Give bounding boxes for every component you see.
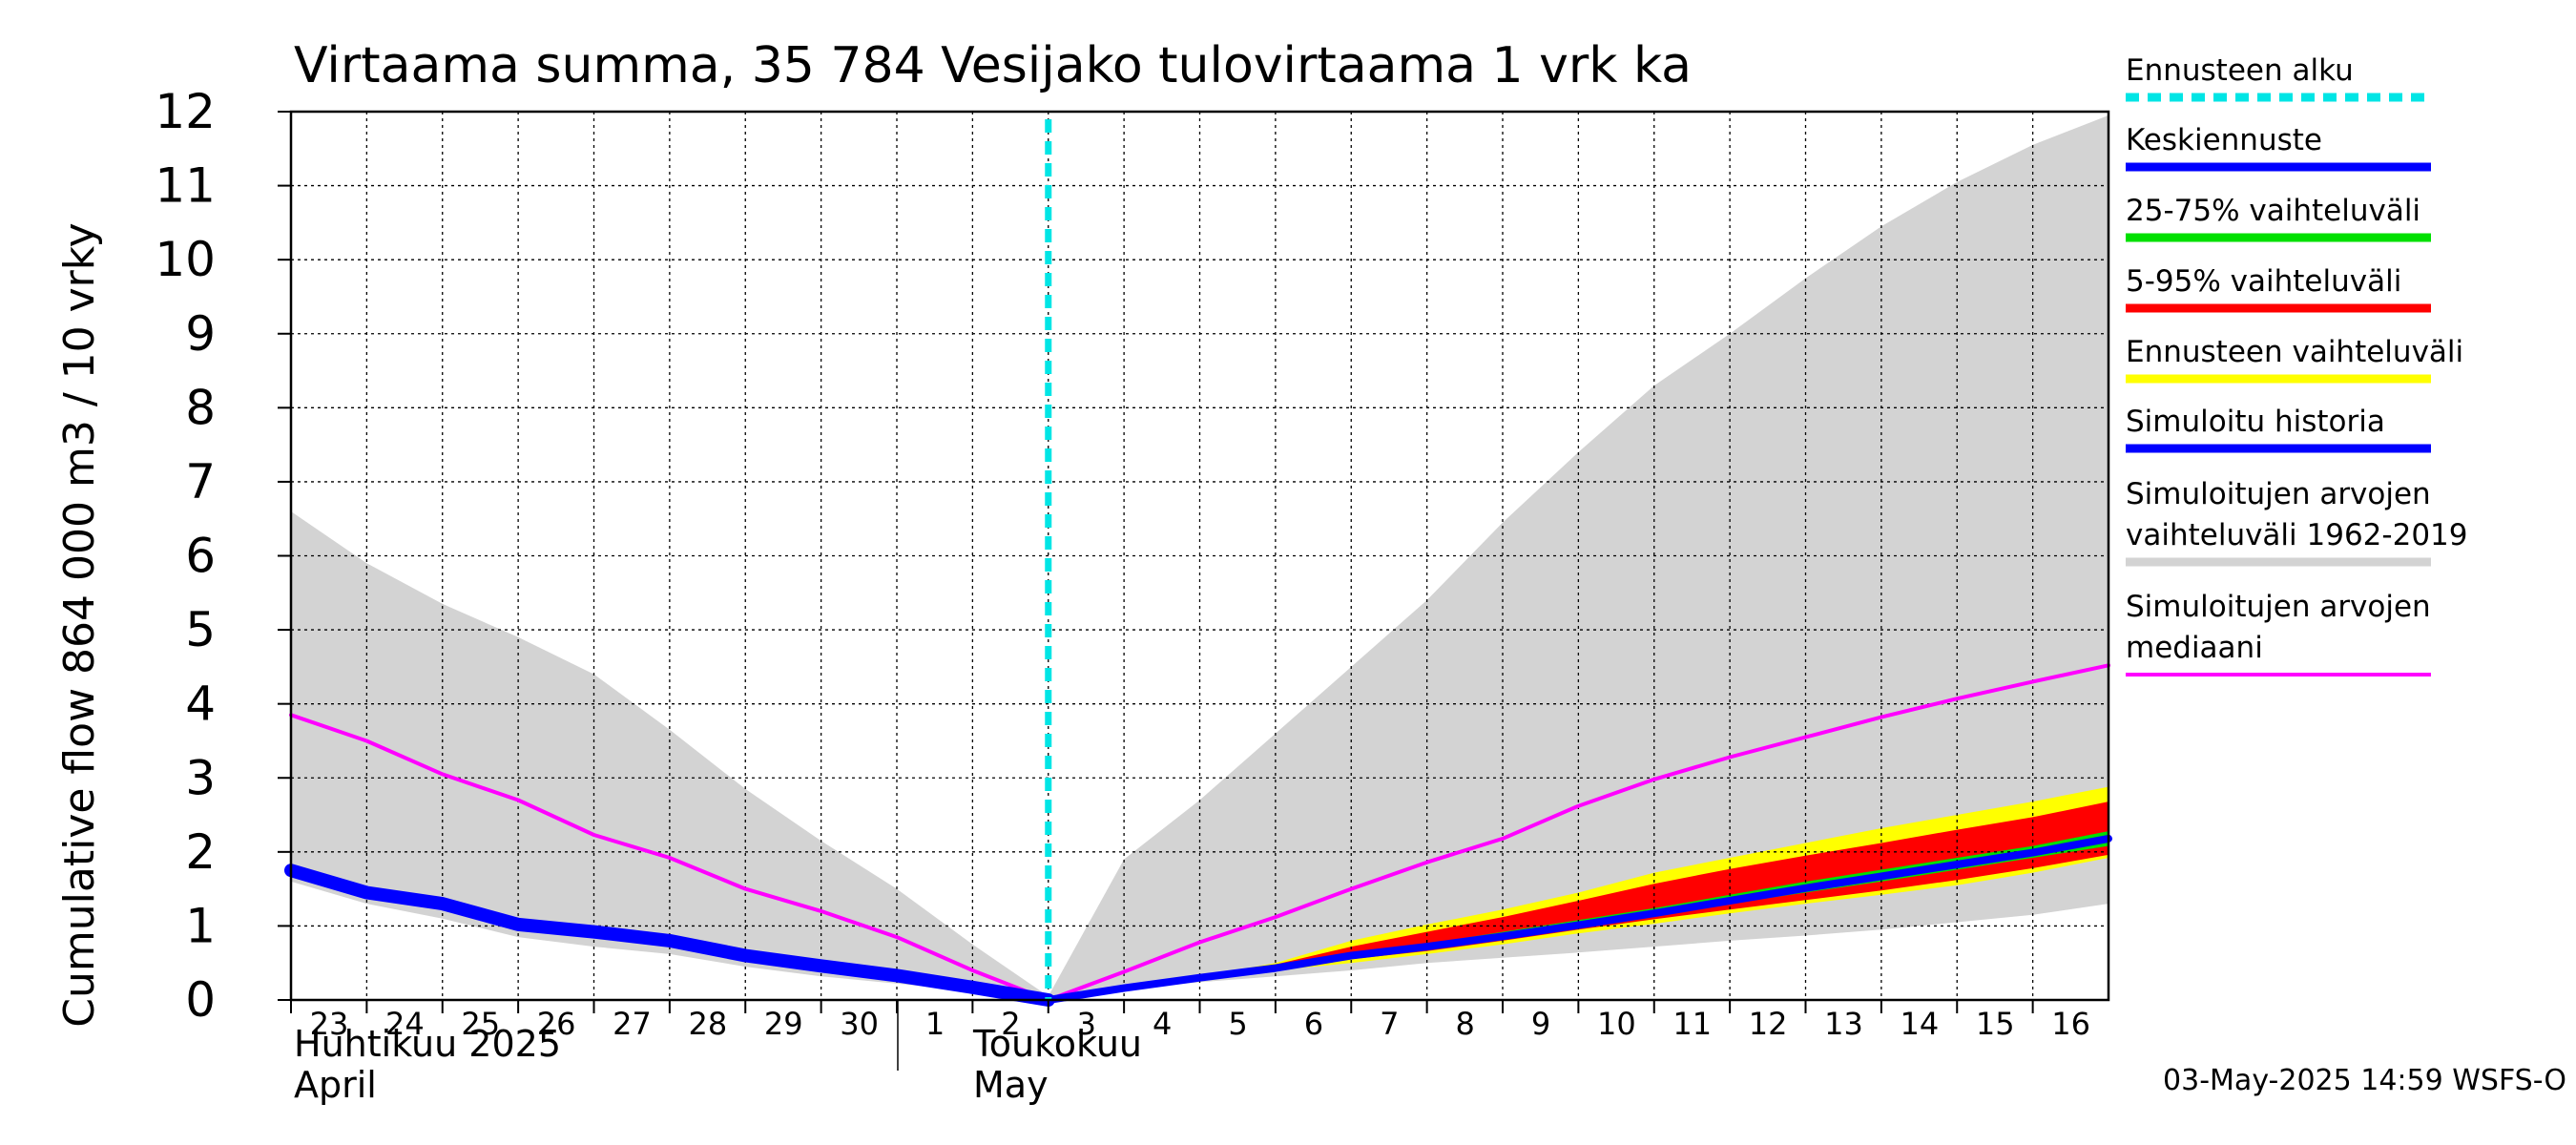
x-tick-label: 7 — [1380, 1006, 1399, 1042]
legend-label: Simuloitujen arvojen — [2126, 477, 2431, 511]
legend: Ennusteen alku Keskiennuste 25-75% vaihtel… — [2126, 53, 2467, 677]
legend-label: Simuloitujen arvojen — [2126, 590, 2431, 624]
x-tick-label: 5 — [1228, 1006, 1247, 1042]
x-tick-label: 30 — [840, 1006, 879, 1042]
series-simuloitu-historia — [284, 864, 1055, 1007]
month-label-english: May — [973, 1064, 1049, 1106]
y-tick-label: 9 — [185, 306, 216, 362]
x-tick-label: 10 — [1597, 1006, 1636, 1042]
x-tick-label: 2 — [1001, 1006, 1020, 1042]
plot-lines — [284, 119, 2112, 1007]
x-tick-label: 3 — [1077, 1006, 1096, 1042]
x-tick-label: 1 — [925, 1006, 945, 1042]
x-tick-label: 16 — [2051, 1006, 2090, 1042]
y-tick-label: 11 — [155, 158, 216, 214]
legend-label: Simuloitu historia — [2126, 405, 2385, 439]
y-axis-label: Cumulative flow 864 000 m3 / 10 vrky — [55, 222, 104, 1027]
y-tick-label: 6 — [185, 529, 216, 584]
x-tick-label: 9 — [1531, 1006, 1550, 1042]
chart-title: Virtaama summa, 35 784 Vesijako tulovirt… — [294, 37, 1692, 94]
x-tick-label: 11 — [1672, 1006, 1712, 1042]
x-tick-label: 13 — [1824, 1006, 1863, 1042]
legend-label: Keskiennuste — [2126, 123, 2322, 157]
x-tick-label: 12 — [1749, 1006, 1788, 1042]
y-tick-label: 7 — [185, 454, 216, 510]
x-tick-label: 24 — [385, 1006, 425, 1042]
x-tick-label: 14 — [1901, 1006, 1940, 1042]
x-tick-label: 27 — [613, 1006, 652, 1042]
legend-label: 25-75% vaihteluväli — [2126, 194, 2420, 228]
legend-label: Ennusteen alku — [2126, 53, 2354, 88]
series-keskiennuste — [1044, 834, 2112, 1004]
x-tick-label: 28 — [689, 1006, 728, 1042]
x-tick-label: 15 — [1976, 1006, 2015, 1042]
y-tick-label: 0 — [185, 972, 216, 1028]
month-label-english: April — [294, 1064, 377, 1106]
y-tick-label: 1 — [185, 898, 216, 953]
x-tick-label: 29 — [764, 1006, 803, 1042]
legend-label: 5-95% vaihteluväli — [2126, 264, 2401, 299]
x-axis-ticks: 23 24 25 26 27 28 29 30 1 2 3 4 5 6 7 8 9 10 11 12 13 14 15 16 — [290, 1000, 2090, 1042]
y-tick-label: 2 — [185, 824, 216, 880]
x-tick-label: 6 — [1304, 1006, 1323, 1042]
month-label: Huhtikuu 2025 — [294, 1023, 561, 1065]
month-label: Toukokuu — [972, 1023, 1142, 1065]
y-tick-label: 4 — [185, 677, 216, 732]
y-tick-label: 8 — [185, 380, 216, 435]
x-tick-label: 8 — [1455, 1006, 1474, 1042]
series-simuloitujen-arvojen-mediaani — [289, 663, 2110, 1002]
legend-label: Ennusteen vaihteluväli — [2126, 335, 2463, 369]
x-tick-label: 25 — [461, 1006, 500, 1042]
legend-label-line2: mediaani — [2126, 631, 2263, 665]
legend-label-line2: vaihteluväli 1962-2019 — [2126, 518, 2467, 552]
y-tick-label: 3 — [185, 750, 216, 805]
y-tick-label: 5 — [185, 602, 216, 657]
y-tick-label: 12 — [155, 84, 216, 139]
x-tick-label: 4 — [1153, 1006, 1172, 1042]
x-tick-label: 26 — [537, 1006, 576, 1042]
y-tick-label: 10 — [155, 232, 216, 287]
timestamp-footer: 03-May-2025 14:59 WSFS-O — [2163, 1064, 2566, 1097]
x-tick-label: 23 — [310, 1006, 349, 1042]
